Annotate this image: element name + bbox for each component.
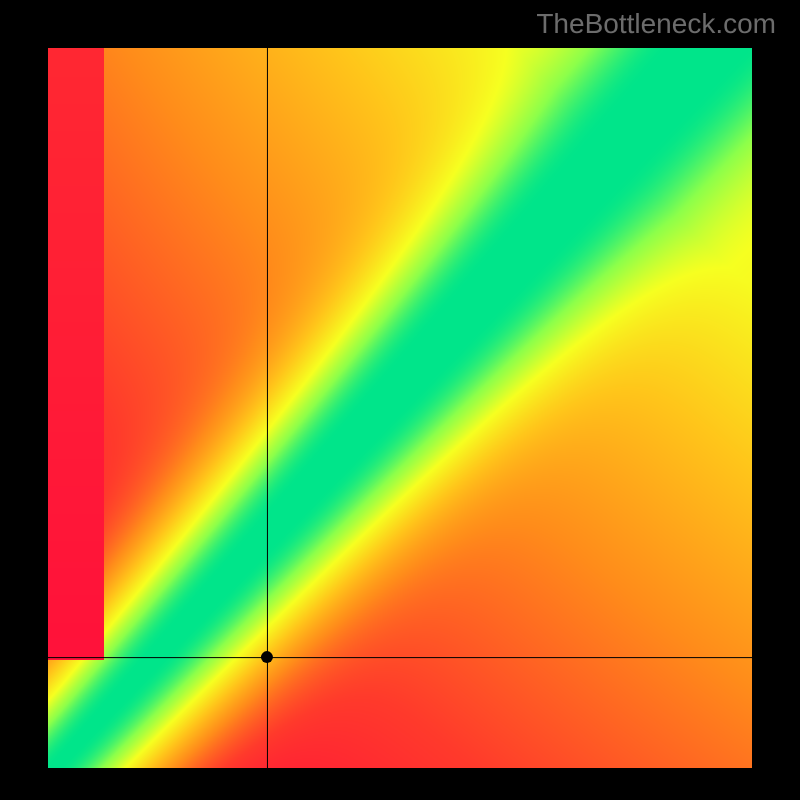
bottleneck-heatmap bbox=[48, 48, 752, 768]
heatmap-canvas bbox=[48, 48, 752, 768]
watermark-text: TheBottleneck.com bbox=[536, 8, 776, 40]
